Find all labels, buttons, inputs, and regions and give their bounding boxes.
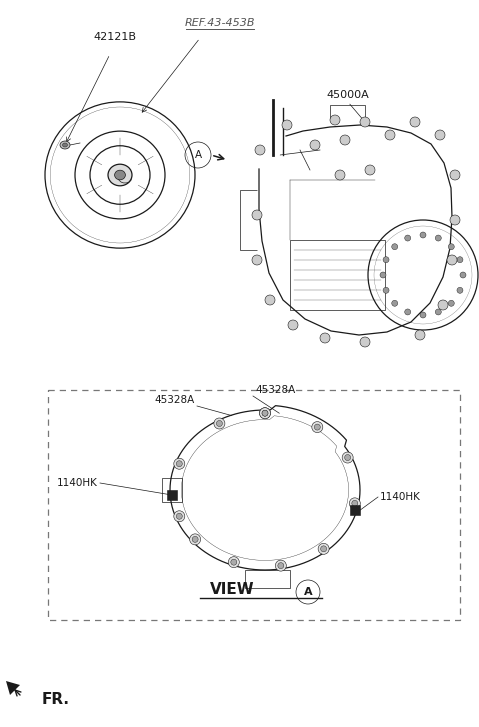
Circle shape bbox=[312, 422, 323, 433]
Circle shape bbox=[405, 309, 411, 315]
Circle shape bbox=[190, 534, 201, 545]
Circle shape bbox=[262, 410, 268, 416]
Circle shape bbox=[392, 244, 398, 249]
Circle shape bbox=[420, 232, 426, 238]
Text: 42121B: 42121B bbox=[93, 32, 137, 42]
Circle shape bbox=[255, 145, 265, 155]
Circle shape bbox=[448, 244, 454, 249]
Circle shape bbox=[448, 300, 454, 306]
Bar bbox=[48, 390, 460, 620]
Ellipse shape bbox=[60, 141, 70, 149]
Circle shape bbox=[435, 309, 441, 315]
Text: 45328A: 45328A bbox=[255, 385, 295, 395]
Circle shape bbox=[447, 255, 457, 265]
Text: VIEW: VIEW bbox=[210, 582, 255, 598]
Circle shape bbox=[335, 170, 345, 180]
Ellipse shape bbox=[62, 143, 68, 147]
Circle shape bbox=[349, 498, 360, 509]
Circle shape bbox=[174, 458, 185, 469]
Circle shape bbox=[278, 563, 284, 569]
Bar bbox=[162, 478, 182, 502]
Circle shape bbox=[435, 130, 445, 140]
Text: 1140HK: 1140HK bbox=[57, 478, 98, 488]
Circle shape bbox=[345, 454, 351, 460]
Circle shape bbox=[438, 300, 448, 310]
Circle shape bbox=[410, 117, 420, 127]
Ellipse shape bbox=[108, 164, 132, 186]
Circle shape bbox=[174, 511, 185, 522]
Bar bbox=[167, 490, 177, 500]
Circle shape bbox=[252, 210, 262, 220]
Circle shape bbox=[330, 115, 340, 125]
Circle shape bbox=[252, 255, 262, 265]
Circle shape bbox=[405, 235, 411, 241]
Circle shape bbox=[217, 420, 222, 427]
Circle shape bbox=[314, 424, 320, 430]
Text: A: A bbox=[304, 587, 312, 597]
Circle shape bbox=[380, 272, 386, 278]
Circle shape bbox=[192, 537, 198, 542]
Circle shape bbox=[320, 546, 327, 552]
Circle shape bbox=[260, 408, 271, 419]
Circle shape bbox=[450, 215, 460, 225]
Text: A: A bbox=[194, 150, 202, 160]
Circle shape bbox=[231, 559, 237, 565]
Text: 45328A: 45328A bbox=[155, 395, 195, 405]
Text: FR.: FR. bbox=[42, 693, 70, 707]
Circle shape bbox=[415, 330, 425, 340]
Circle shape bbox=[457, 287, 463, 293]
Circle shape bbox=[420, 312, 426, 318]
Circle shape bbox=[460, 272, 466, 278]
Circle shape bbox=[176, 461, 182, 467]
Text: REF.43-453B: REF.43-453B bbox=[185, 18, 255, 28]
Circle shape bbox=[320, 333, 330, 343]
Circle shape bbox=[262, 410, 268, 416]
Bar bbox=[350, 505, 360, 515]
Circle shape bbox=[352, 500, 358, 506]
Circle shape bbox=[450, 170, 460, 180]
Circle shape bbox=[360, 117, 370, 127]
Circle shape bbox=[275, 560, 286, 571]
Circle shape bbox=[383, 287, 389, 293]
Circle shape bbox=[435, 235, 441, 241]
Circle shape bbox=[360, 337, 370, 347]
Circle shape bbox=[265, 295, 275, 305]
Circle shape bbox=[228, 557, 240, 568]
Polygon shape bbox=[6, 681, 20, 695]
Circle shape bbox=[340, 135, 350, 145]
Circle shape bbox=[282, 120, 292, 130]
Ellipse shape bbox=[114, 170, 125, 180]
Text: 45000A: 45000A bbox=[327, 90, 369, 100]
Circle shape bbox=[214, 418, 225, 429]
Circle shape bbox=[260, 408, 271, 419]
Circle shape bbox=[288, 320, 298, 330]
Circle shape bbox=[176, 513, 182, 519]
Circle shape bbox=[365, 165, 375, 175]
Bar bbox=[245, 570, 290, 588]
Text: 1140HK: 1140HK bbox=[380, 492, 421, 502]
Circle shape bbox=[392, 300, 398, 306]
Circle shape bbox=[383, 257, 389, 262]
Circle shape bbox=[385, 130, 395, 140]
Circle shape bbox=[342, 452, 353, 463]
Circle shape bbox=[318, 543, 329, 554]
Circle shape bbox=[310, 140, 320, 150]
Bar bbox=[290, 240, 385, 310]
Circle shape bbox=[457, 257, 463, 262]
